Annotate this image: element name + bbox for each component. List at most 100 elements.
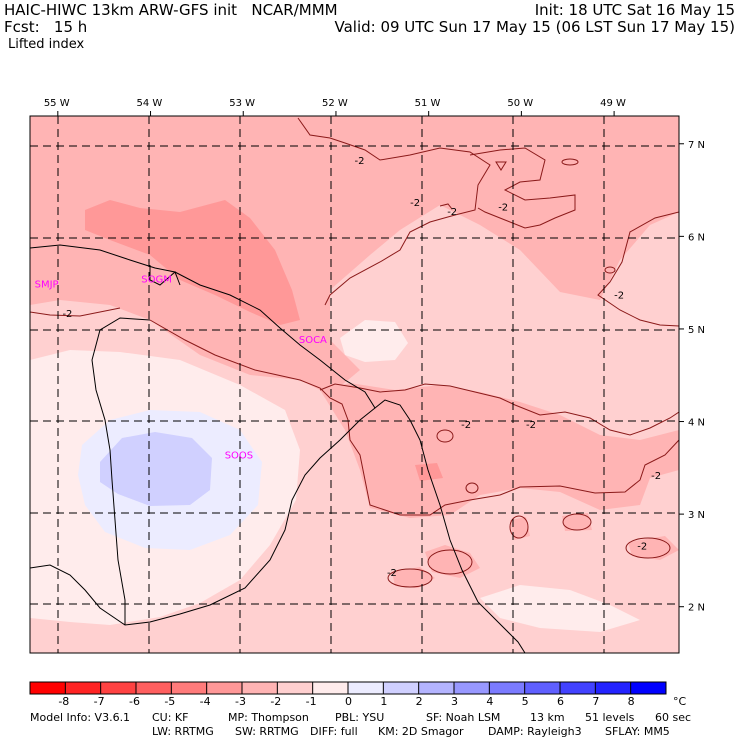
colorbar-swatch-12: [454, 682, 490, 694]
field-band-minus2-blob2: [562, 513, 592, 531]
colorbar-tick-label-14: 6: [557, 695, 564, 708]
colorbar-tick-label-11: 3: [451, 695, 458, 708]
lat-label-4: 3 N: [688, 510, 705, 521]
contour-label-3: -2: [498, 202, 508, 213]
colorbar-tick-label-13: 5: [522, 695, 529, 708]
field-positive-core: [100, 432, 212, 506]
colorbar-swatch-1: [65, 682, 101, 694]
colorbar-tick-label-7: -1: [306, 695, 317, 708]
station-smjp: SMJP: [35, 279, 59, 290]
contour-minus2-east-arc: [469, 147, 576, 229]
colorbar-swatch-2: [100, 682, 137, 694]
colorbar-swatch-16: [595, 682, 631, 694]
colorbar: [29, 681, 667, 695]
station-labels: SMJP SOGM SOCA SOOS: [35, 275, 327, 462]
contour-minus2-ring7: [562, 513, 592, 531]
contour-label-4: -2: [614, 290, 624, 301]
variable-name: Lifted index: [8, 37, 85, 52]
border-guiana-brazil: [30, 407, 376, 626]
header-title: HAIC-HIWC 13km ARW-GFS init NCAR/MMM: [4, 1, 338, 19]
colorbar-tick-label-4: -4: [200, 695, 211, 708]
colorbar-swatch-11: [418, 682, 455, 694]
colorbar-tick-label-6: -2: [270, 695, 281, 708]
contour-minus2-ring2: [465, 482, 479, 494]
lon-label-4: 51 W: [415, 98, 441, 109]
footer-res: 13 km: [530, 711, 565, 724]
lon-label-2: 53 W: [229, 98, 255, 109]
contour-minus2-small: [439, 203, 453, 210]
footer-km: KM: 2D Smagor: [378, 725, 464, 738]
colorbar-tick-label-12: 4: [486, 695, 493, 708]
contour-label-9: -2: [637, 541, 647, 552]
lat-labels: 7 N 6 N 5 N 4 N 3 N 2 N: [688, 140, 705, 614]
border-suriname-guiana: [149, 265, 181, 286]
colorbar-swatch-8: [312, 682, 349, 694]
contour-label-2: -2: [447, 207, 457, 218]
contour-minus2-ring4: [427, 549, 473, 575]
colorbar-swatch-17: [630, 682, 667, 694]
lon-label-0: 55 W: [44, 98, 70, 109]
colorbar-tick-label-3: -5: [164, 695, 175, 708]
contour-minus2-ring6: [509, 515, 529, 539]
contour-labels: -2 -2 -2 -2 -2 -2 -2 -2 -2 -2 -2: [62, 156, 661, 579]
lon-label-6: 49 W: [600, 98, 626, 109]
lon-label-5: 50 W: [507, 98, 533, 109]
contour-label-7: -2: [526, 420, 536, 431]
colorbar-swatch-9: [348, 682, 384, 694]
colorbar-swatch-5: [206, 682, 243, 694]
map-frame: [29, 115, 680, 654]
lat-label-1: 6 N: [688, 232, 705, 243]
contour-label-8: -2: [651, 471, 661, 482]
contour-label-6: -2: [461, 420, 471, 431]
contour-label-10: -2: [387, 568, 397, 579]
lat-label-3: 4 N: [688, 418, 705, 429]
colorbar-tick-label-15: 7: [592, 695, 599, 708]
contour-label-5: -2: [62, 309, 72, 320]
contour-minus2-ring9: [604, 266, 616, 274]
colorbar-swatch-4: [171, 682, 207, 694]
contour-minus2-coast2: [319, 383, 679, 436]
footer-model-info: Model Info: V3.6.1: [30, 711, 131, 724]
colorbar-tick-label-5: -3: [235, 695, 246, 708]
lat-label-5: 2 N: [688, 603, 705, 614]
colorbar-tick-label-1: -7: [94, 695, 105, 708]
colorbar-swatch-14: [524, 682, 561, 694]
footer-sf: SF: Noah LSM: [426, 711, 501, 724]
colorbar-swatch-0: [30, 682, 66, 694]
field-band-minus3-north: [85, 200, 300, 325]
colorbar-tick-label-10: 2: [416, 695, 423, 708]
colorbar-swatch-3: [136, 682, 172, 694]
lon-label-3: 52 W: [322, 98, 348, 109]
contour-minus2-ring5: [625, 537, 671, 559]
footer-mp: MP: Thompson: [228, 711, 309, 724]
header-init-time: Init: 18 UTC Sat 16 May 15: [534, 1, 735, 19]
colorbar-swatch-6: [242, 682, 278, 694]
footer-damp: DAMP: Rayleigh3: [488, 725, 582, 738]
field-positive-south: [480, 585, 640, 632]
gridlines: [30, 116, 679, 653]
colorbar-tick-label-8: 0: [345, 695, 352, 708]
colorbar-swatch-7: [277, 682, 313, 694]
colorbar-swatch-13: [489, 682, 525, 694]
colorbar-tick-labels: -8 -7 -6 -5 -4 -3 -2 -1 0 1 2 3 4 5 6 7 8: [58, 695, 634, 708]
contour-minus2-tri: [495, 161, 507, 171]
contour-minus2-west: [30, 307, 121, 317]
colorbar-tick-label-9: 1: [380, 695, 387, 708]
contour-minus2-ring1: [436, 429, 454, 443]
header-valid-time: Valid: 09 UTC Sun 17 May 15 (06 LST Sun …: [334, 18, 735, 36]
colorbar-swatch-10: [383, 682, 419, 694]
contour-minus2-ring3: [387, 568, 433, 588]
footer-pbl: PBL: YSU: [335, 711, 385, 724]
lat-label-0: 7 N: [688, 140, 705, 151]
footer-cu: CU: KF: [152, 711, 189, 724]
footer-levels: 51 levels: [585, 711, 635, 724]
lat-label-2: 5 N: [688, 325, 705, 336]
footer-dt: 60 sec: [655, 711, 692, 724]
borders: [30, 244, 526, 653]
footer-sflay: SFLAY: MM5: [605, 725, 670, 738]
contour-label-1: -2: [410, 198, 420, 209]
coastline: [30, 244, 526, 653]
axis-ticks: [57, 111, 684, 608]
station-soca: SOCA: [299, 335, 327, 346]
